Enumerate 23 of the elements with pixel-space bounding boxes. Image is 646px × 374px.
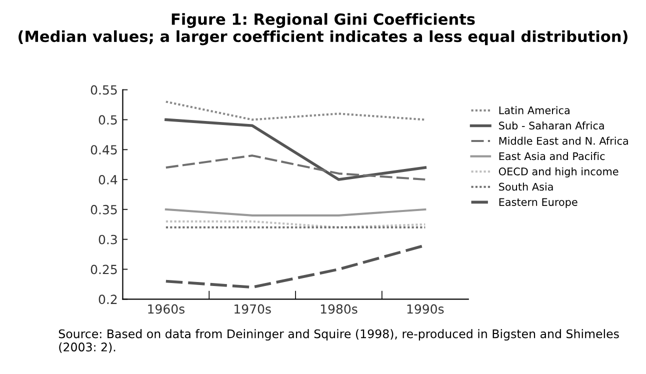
legend-label: South Asia	[499, 182, 553, 191]
line-series	[164, 118, 427, 181]
y-tick-label: 0.35	[90, 204, 117, 214]
x-tick-label: 1970s	[234, 304, 271, 314]
y-tick-label: 0.4	[98, 174, 118, 184]
chart-title: Figure 1: Regional Gini Coefficients (Median values; a larger coefficient indicates a less equal distribution)	[18, 13, 628, 46]
legend-label: Sub - Saharan Africa	[499, 121, 604, 130]
legend-label: East Asia and Pacific	[499, 152, 605, 160]
x-tick-label: 1990s	[407, 304, 444, 314]
legend-label: Eastern Europe	[499, 198, 578, 208]
y-tick-label: 0.45	[90, 145, 117, 155]
y-tick-label: 0.3	[98, 234, 117, 244]
legend-label: Latin America	[499, 106, 570, 114]
legend-label: OECD and high income	[498, 167, 618, 178]
y-tick-label: 0.55	[90, 85, 117, 95]
x-tick-label: 1980s	[320, 304, 358, 314]
source-note: Source: Based on data from Deininger and Squire (1998), re-produced in Bigsten and Shimeles (2003: 2).	[58, 329, 619, 353]
x-tick-label: 1960s	[148, 304, 184, 314]
y-tick-label: 0.25	[90, 264, 117, 274]
legend-label: Middle East and N. Africa	[499, 136, 628, 145]
line-series	[164, 154, 426, 181]
y-tick-label: 0.2	[98, 294, 117, 304]
y-tick-label: 0.5	[98, 115, 117, 125]
